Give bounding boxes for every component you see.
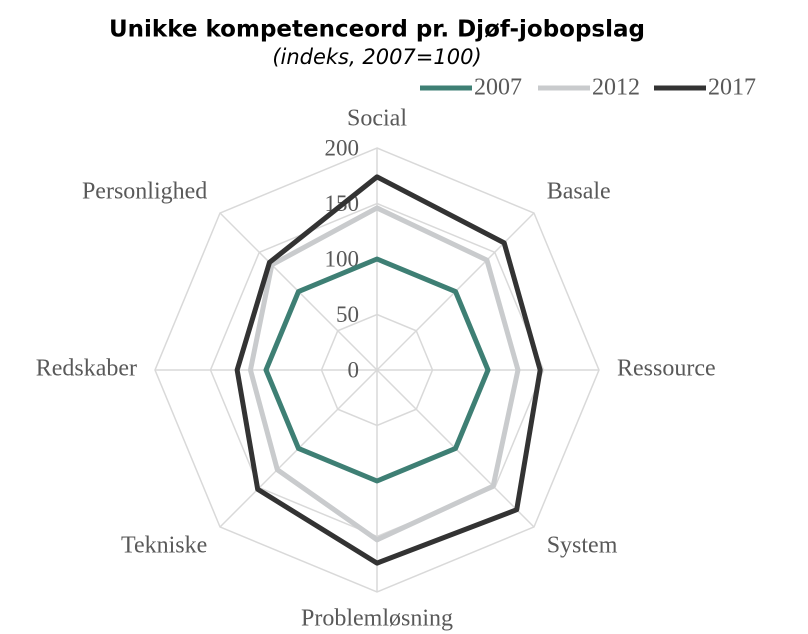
category-label: Problemløsning — [301, 606, 453, 632]
chart-subtitle: (indeks, 2007=100) — [272, 45, 481, 69]
series-line — [263, 256, 491, 484]
series-line — [234, 174, 543, 566]
series-line — [247, 205, 521, 543]
r-tick-label: 0 — [348, 357, 360, 382]
legend-label: 2017 — [708, 75, 756, 101]
r-tick-label: 50 — [336, 302, 359, 327]
category-label: Tekniske — [121, 532, 207, 558]
r-tick-label: 200 — [325, 135, 360, 160]
category-label: Social — [347, 106, 407, 132]
legend-label: 2012 — [592, 75, 640, 101]
chart-title: Unikke kompetenceord pr. Djøf-jobopslag — [109, 17, 645, 43]
legend-label: 2007 — [474, 75, 522, 101]
category-label: Personlighed — [82, 179, 207, 205]
category-label: Ressource — [617, 356, 716, 382]
category-label: Basale — [547, 179, 611, 205]
category-label: Redskaber — [36, 356, 137, 382]
category-label: System — [547, 532, 618, 558]
